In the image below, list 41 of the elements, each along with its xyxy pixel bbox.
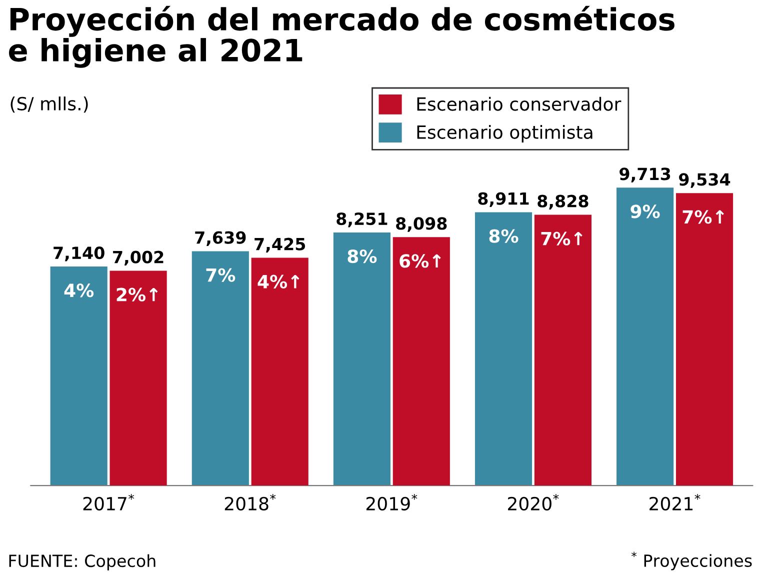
annotation: 7%↑ xyxy=(682,210,724,224)
bar xyxy=(474,212,532,486)
legend-label: Escenario optimista xyxy=(417,124,592,142)
bar xyxy=(333,232,390,486)
x-tick-label: 2018$^{*}$ xyxy=(224,494,276,510)
annotation: 6%↑ xyxy=(400,254,441,268)
annotation: 8% xyxy=(348,249,377,264)
annotation: 2%↑ xyxy=(116,288,158,302)
data-label: 9,534 xyxy=(679,173,730,188)
data-label: 7,140 xyxy=(54,246,104,262)
bar xyxy=(534,214,592,486)
annotation: 4% xyxy=(64,284,94,298)
annotation: 7% xyxy=(206,268,236,282)
source-note: FUENTE: Copecoh xyxy=(9,554,156,570)
data-label: 7,425 xyxy=(254,238,306,253)
bar xyxy=(251,258,308,486)
annotation: 8% xyxy=(489,229,518,243)
data-label: 8,251 xyxy=(336,212,388,228)
text: $^{*}$ Proyecciones xyxy=(631,552,752,570)
bar xyxy=(192,251,249,486)
bar xyxy=(392,237,450,486)
x-tick-label: 2017$^{*}$ xyxy=(83,494,134,510)
bar xyxy=(50,266,108,486)
chart-subtitle: (S/ mlls.) xyxy=(10,96,88,113)
chart-title: Proyección del mercado de cosméticos e higiene al 2021 xyxy=(8,6,674,68)
bar xyxy=(110,270,167,486)
annotation: 7%↑ xyxy=(541,232,582,246)
x-tick-label: 2021$^{*}$ xyxy=(650,494,700,510)
data-label: 7,002 xyxy=(113,250,164,266)
annotation: 9% xyxy=(630,204,660,218)
data-label: 8,828 xyxy=(538,194,588,210)
annotation: 4%↑ xyxy=(258,274,300,288)
data-label: 7,639 xyxy=(195,231,246,246)
legend-label: Escenario conservador xyxy=(417,96,622,111)
bar xyxy=(676,193,734,486)
data-label: 9,713 xyxy=(620,168,670,182)
x-tick-label: 2020$^{*}$ xyxy=(508,494,559,510)
data-label: 8,911 xyxy=(478,192,529,207)
bar xyxy=(616,188,674,486)
x-tick-label: 2019$^{*}$ xyxy=(366,494,418,510)
data-label: 8,098 xyxy=(396,217,447,232)
